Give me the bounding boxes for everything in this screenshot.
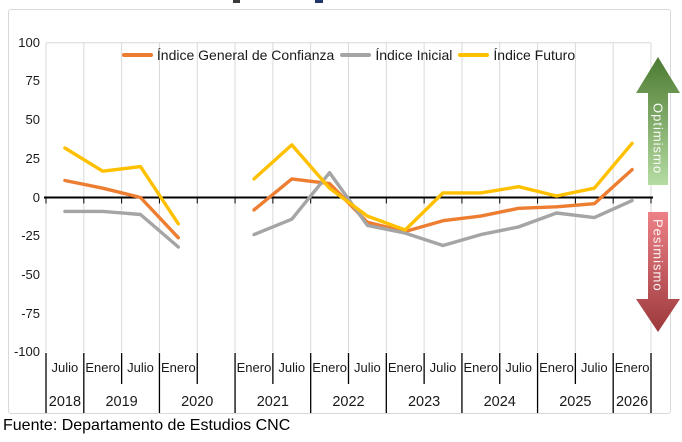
legend-item-general: Índice General de Confianza	[121, 47, 335, 63]
x-year-label: 2024	[483, 394, 516, 410]
pessimism-label: Pesimismo	[650, 219, 666, 292]
pessimism-down-arrow-icon	[636, 212, 680, 332]
clipped-title-fragment	[315, 0, 323, 3]
series-line	[252, 167, 634, 234]
x-month-label: Enero	[160, 360, 196, 375]
clipped-title-fragment	[233, 0, 240, 3]
legend-line-swatch-general	[121, 53, 153, 57]
x-month-label: Julio	[580, 360, 608, 375]
x-month-label: Enero	[463, 360, 499, 375]
x-year-label: 2026	[615, 394, 649, 410]
legend-item-inicial: Índice Inicial	[340, 47, 452, 63]
x-month-label: Julio	[51, 360, 79, 375]
x-month-label: Julio	[127, 360, 154, 375]
optimism-label: Optimismo	[650, 103, 666, 175]
x-month-label: Julio	[505, 360, 533, 375]
optimism-up-arrow-icon	[636, 57, 680, 185]
optimism-annotation: Optimismo	[636, 56, 680, 186]
x-month-label: Enero	[85, 360, 121, 375]
x-month-label: Enero	[614, 360, 650, 375]
legend-line-swatch-futuro	[458, 53, 490, 57]
y-tick-label: -75	[21, 305, 40, 321]
x-month-label: Enero	[312, 360, 347, 375]
series-line	[252, 170, 634, 248]
source-caption: Fuente: Departamento de Estudios CNC	[3, 417, 291, 434]
y-tick-label: 100	[18, 34, 40, 50]
x-month-label: Enero	[387, 360, 423, 375]
x-year-label: 2019	[105, 394, 138, 410]
y-tick-label: 0	[32, 189, 40, 205]
pessimism-annotation: Pesimismo	[636, 212, 680, 334]
legend-line-swatch-inicial	[340, 53, 372, 57]
x-year-label: 2025	[559, 394, 592, 410]
x-year-label: 2023	[407, 394, 441, 410]
y-tick-label: 75	[25, 73, 40, 89]
y-tick-label: -100	[13, 344, 40, 360]
chart-legend: Índice General de Confianza Índice Inici…	[46, 47, 651, 63]
legend-label-inicial: Índice Inicial	[375, 47, 453, 63]
series-line	[63, 209, 181, 249]
x-month-label: Julio	[429, 360, 457, 375]
series-line	[63, 178, 181, 240]
chart-frame-border	[8, 9, 671, 414]
legend-label-futuro: Índice Futuro	[493, 47, 576, 63]
series-line	[63, 146, 181, 226]
x-month-label: Julio	[278, 360, 306, 375]
x-month-label: Julio	[354, 360, 381, 375]
x-year-label: 2021	[256, 394, 289, 410]
y-tick-label: 25	[25, 150, 40, 166]
y-tick-label: -50	[21, 266, 40, 282]
x-year-label: 2020	[181, 394, 214, 410]
x-year-label: 2018	[48, 394, 82, 410]
legend-label-general: Índice General de Confianza	[156, 47, 335, 63]
legend-item-futuro: Índice Futuro	[458, 47, 575, 63]
x-month-label: Enero	[539, 360, 574, 375]
x-month-label: Enero	[236, 360, 272, 375]
x-year-label: 2022	[332, 394, 365, 410]
y-tick-label: -25	[21, 228, 40, 244]
series-line	[252, 141, 634, 232]
y-tick-label: 50	[25, 112, 40, 128]
